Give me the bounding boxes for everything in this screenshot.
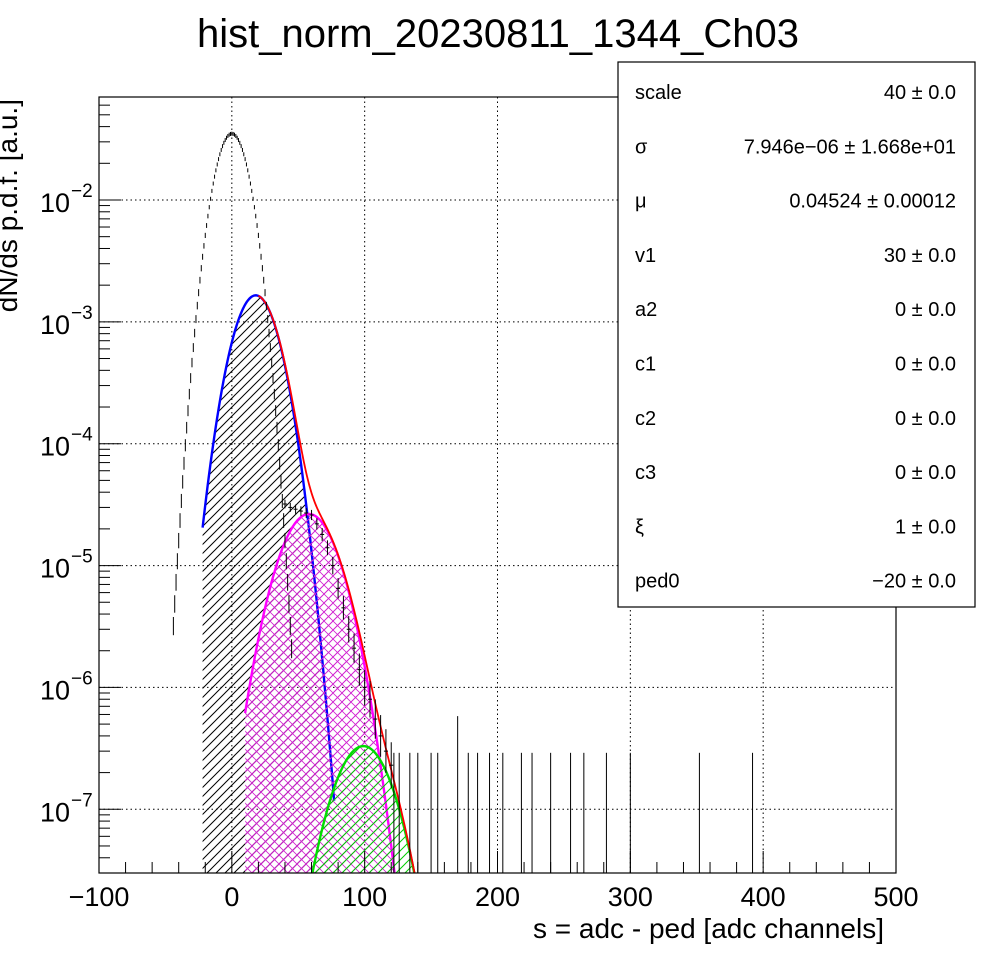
stats-param-name: v1 xyxy=(635,245,656,267)
x-tick-label: −100 xyxy=(69,882,130,912)
chart-title: hist_norm_20230811_1344_Ch03 xyxy=(197,12,799,56)
stats-param-value: 30 ± 0.0 xyxy=(884,245,956,267)
stats-param-name: c1 xyxy=(635,354,656,376)
stats-param-value: 40 ± 0.0 xyxy=(884,82,956,104)
plot-area xyxy=(172,131,754,873)
stats-param-value: −20 ± 0.0 xyxy=(872,571,956,593)
fit-statistics-box: scale 40 ± 0.0 σ 7.946e−06 ± 1.668e+01 μ 0.04… xyxy=(617,61,976,608)
stats-param-value: 7.946e−06 ± 1.668e+01 xyxy=(744,136,956,158)
y-tick-label: 10 xyxy=(40,188,70,218)
y-tick-exponent: −7 xyxy=(71,790,93,811)
x-tick-label: 500 xyxy=(873,882,918,912)
x-tick-label: 400 xyxy=(741,882,786,912)
stats-param-value: 0 ± 0.0 xyxy=(895,354,956,376)
x-tick-label: 100 xyxy=(342,882,387,912)
y-tick-label: 10 xyxy=(40,310,70,340)
stats-param-name: ped0 xyxy=(635,571,680,593)
x-axis: −100 0 100 200 300 400 500 xyxy=(69,851,919,912)
y-axis: 10−710−610−510−410−310−2 xyxy=(40,96,121,874)
stats-param-name: σ xyxy=(635,136,648,158)
y-tick-label: 10 xyxy=(40,432,70,462)
x-tick-label: 300 xyxy=(608,882,653,912)
y-tick-exponent: −6 xyxy=(71,668,93,689)
stats-param-name: a2 xyxy=(635,299,657,321)
y-tick-exponent: −2 xyxy=(71,181,93,202)
stats-param-name: c2 xyxy=(635,408,656,430)
y-tick-exponent: −5 xyxy=(71,547,93,568)
x-tick-label: 0 xyxy=(224,882,239,912)
y-tick-label: 10 xyxy=(40,797,70,827)
stats-param-value: 0.04524 ± 0.00012 xyxy=(789,191,956,213)
x-axis-label: s = adc - ped [adc channels] xyxy=(533,913,884,944)
y-tick-label: 10 xyxy=(40,675,70,705)
stats-param-name: scale xyxy=(635,82,682,104)
stats-param-value: 0 ± 0.0 xyxy=(895,408,956,430)
stats-param-name: ξ xyxy=(635,516,644,538)
x-tick-label: 200 xyxy=(475,882,520,912)
y-tick-exponent: −4 xyxy=(71,425,93,446)
y-axis-label: dN/ds p.d.f. [a.u.] xyxy=(0,99,23,312)
y-tick-exponent: −3 xyxy=(71,303,93,324)
stats-param-value: 0 ± 0.0 xyxy=(895,299,956,321)
y-tick-label: 10 xyxy=(40,554,70,584)
stats-box-frame xyxy=(617,61,976,608)
stats-param-value: 0 ± 0.0 xyxy=(895,462,956,484)
stats-param-name: c3 xyxy=(635,462,656,484)
stats-param-name: μ xyxy=(635,191,647,213)
stats-param-value: 1 ± 0.0 xyxy=(895,516,956,538)
